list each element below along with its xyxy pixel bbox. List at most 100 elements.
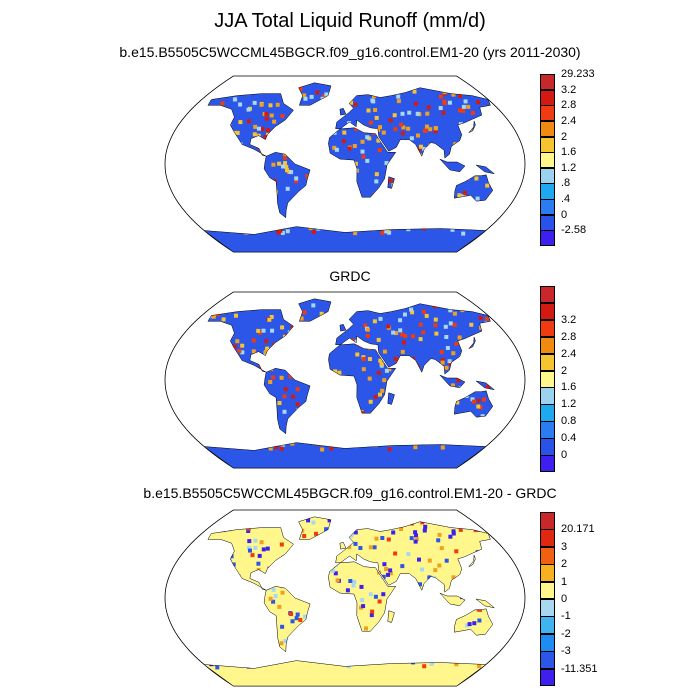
colorbar-swatch [540,286,555,304]
coastline [339,324,347,332]
colorbar-tick-label: 0.8 [561,415,577,428]
coastline [439,158,466,173]
colorbar-tick-label: 1.6 [561,146,577,159]
colorbar-swatch [540,74,555,91]
colorbar-swatch [540,387,555,405]
coastline [475,380,495,391]
panel-3-map [164,509,526,687]
coastline [298,82,332,106]
coastline [475,598,495,609]
colorbar-swatch [540,370,555,388]
colorbar-swatch [540,152,555,169]
colorbar-tick-label: 2.8 [561,330,577,343]
figure-title: JJA Total Liquid Runoff (mm/d) [214,10,486,32]
colorbar-swatch [540,404,555,422]
colorbar-tick-label: 0.4 [561,432,577,445]
colorbar-swatch [540,599,555,617]
colorbar-swatch [540,421,555,439]
coastline [339,108,347,116]
coastline [263,586,311,653]
coastline [387,392,395,405]
coastline [468,554,476,567]
coastline [263,368,311,435]
coastline [439,374,466,389]
colorbar-swatch [540,89,555,106]
panel-3-colorbar: -11.351 -3 -2 -1 0 1 2 3 20.171 [540,512,598,687]
colorbar-swatch [540,651,555,670]
colorbar-tick-label: 1.2 [561,398,577,411]
colorbar-tick-label: -1 [561,610,571,623]
colorbar-tick-label: 20.171 [561,523,595,536]
coastline [439,592,466,607]
colorbar-tick-label: 2.8 [561,99,577,112]
colorbar-swatch [540,167,555,184]
colorbar-swatch [540,546,555,565]
coastline [203,226,487,253]
colorbar-swatch [540,183,555,200]
colorbar-swatch [540,633,555,652]
coastline [207,527,294,591]
coastline [203,442,487,469]
coastline [454,390,494,418]
colorbar-tick-label: 2.4 [561,114,577,127]
colorbar-swatch [540,668,555,687]
coastline [335,521,491,593]
colorbar-swatch [540,105,555,122]
colorbar-tick-label: 3.2 [561,83,577,96]
panel-2-colorbar: 0 0.4 0.8 1.2 1.6 2 2.4 2.8 3.2 [540,286,576,473]
coastline [207,93,294,157]
coastline [454,608,494,636]
panel-1-map [164,75,526,253]
colorbar-tick-label: -2 [561,627,571,640]
colorbar-tick-label: .4 [561,193,571,206]
coastline [203,660,487,687]
coastline [468,336,476,349]
panel-1-colorbar: -2.58 0 .4 .8 1.2 1.6 2 2.4 2.8 3.2 29.233 [540,68,595,247]
coastline [263,152,311,219]
coastline [335,303,491,375]
coastline [207,309,294,373]
colorbar-swatch [540,214,555,231]
colorbar-tick-label: 1.2 [561,161,577,174]
colorbar-tick-label: 3 [561,540,568,553]
colorbar-tick-label: -3 [561,645,571,658]
colorbar-tick-label: 2 [561,130,568,143]
coastline [468,120,476,133]
coastline [328,343,397,414]
coastline [335,87,491,159]
colorbar-swatch [540,564,555,583]
colorbar-tick-label: 2 [561,558,568,571]
colorbar-tick-label: 1 [561,575,568,588]
colorbar-tick-label: -2.58 [561,224,587,237]
colorbar-swatch [540,120,555,138]
coastline [475,164,495,175]
colorbar-tick-label: -11.351 [561,662,598,675]
colorbar-tick-label: 2.4 [561,347,577,360]
colorbar-swatch [540,438,555,456]
colorbar-tick-label: .8 [561,177,571,190]
colorbar-swatch [540,136,555,153]
coastline [328,561,397,632]
colorbar-swatch [540,336,555,355]
coastline [298,298,332,322]
colorbar-swatch [540,353,555,372]
coastline [298,516,332,540]
colorbar-tick-label: 0 [561,593,568,605]
colorbar-swatch [540,529,555,548]
colorbar-tick-label: 0 [561,208,568,221]
colorbar-swatch [540,581,555,600]
panel-1-title: b.e15.B5505C5WCCML45BGCR.f09_g16.control… [119,44,581,60]
colorbar-swatch [540,616,555,635]
colorbar-swatch [540,199,555,216]
panel-2-title: GRDC [329,268,371,284]
colorbar-tick-label: 1.6 [561,381,577,394]
coastline [328,127,397,198]
colorbar-swatch [540,302,555,321]
coastline [339,542,347,550]
coastline [387,610,395,623]
panel-2-map [164,291,526,469]
coastline [454,174,494,202]
colorbar-tick-label: 29.233 [561,68,595,80]
colorbar-tick-label: 2 [561,364,568,377]
colorbar-swatch [540,512,555,530]
